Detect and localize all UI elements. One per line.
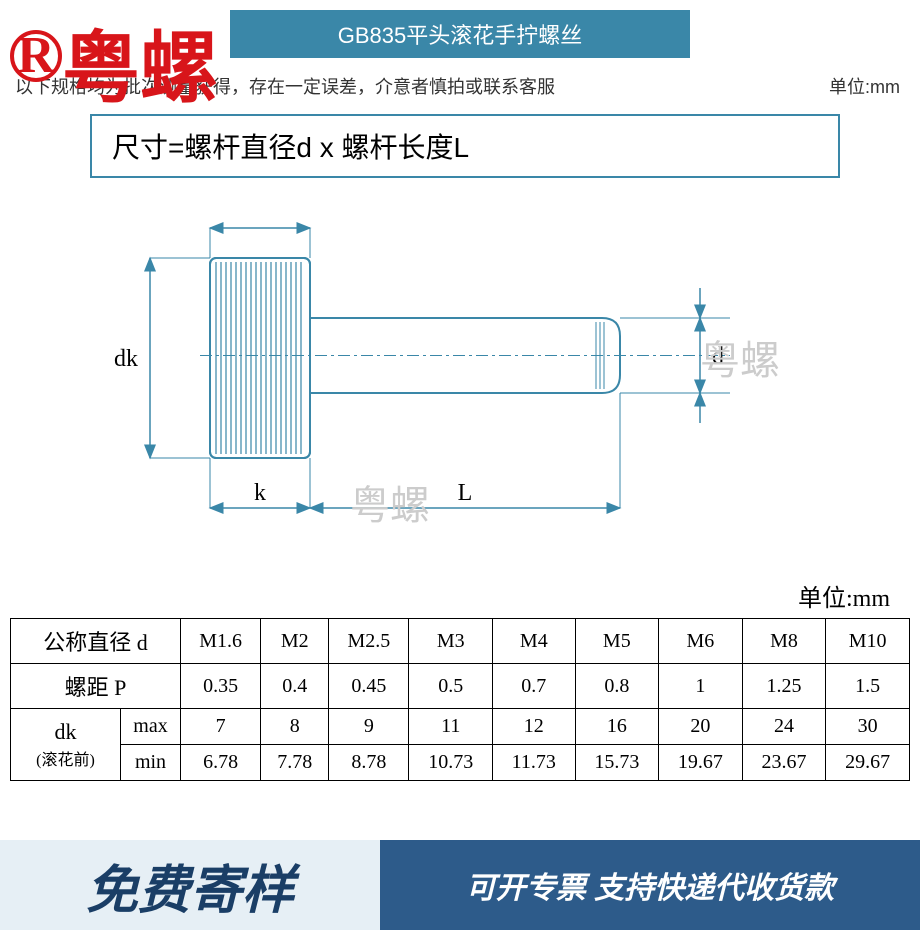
row-sub-min: min xyxy=(121,745,181,781)
watermark: 粤螺 xyxy=(700,328,780,386)
svg-text:L: L xyxy=(458,480,473,506)
row-sub-max: max xyxy=(121,709,181,745)
table-cell: 7.78 xyxy=(261,745,329,781)
table-cell: 10.73 xyxy=(409,745,493,781)
col-header: M5 xyxy=(575,619,659,664)
table-cell: 9 xyxy=(329,709,409,745)
table-cell: 8 xyxy=(261,709,329,745)
col-header: M2.5 xyxy=(329,619,409,664)
diagram-area: dkdkL 粤螺 粤螺 xyxy=(40,198,880,568)
table-cell: 23.67 xyxy=(742,745,826,781)
table-cell: 0.8 xyxy=(575,664,659,709)
header-banner: GB835平头滚花手拧螺丝 xyxy=(230,10,690,58)
col-header: M1.6 xyxy=(181,619,261,664)
watermark: 粤螺 xyxy=(350,473,430,531)
table-cell: 16 xyxy=(575,709,659,745)
row-header-p: 螺距 P xyxy=(11,664,181,709)
table-cell: 1 xyxy=(659,664,743,709)
table-cell: 0.5 xyxy=(409,664,493,709)
footer: 免费寄样 可开专票 支持快递代收货款 xyxy=(0,840,920,930)
table-cell: 6.78 xyxy=(181,745,261,781)
table-cell: 11.73 xyxy=(493,745,575,781)
footer-free-sample: 免费寄样 xyxy=(0,840,380,930)
col-header: M4 xyxy=(493,619,575,664)
col-header: M10 xyxy=(826,619,910,664)
svg-text:dk: dk xyxy=(114,346,138,372)
unit-text: 单位:mm xyxy=(829,73,900,99)
brand-overlay: R粤螺 xyxy=(10,30,218,108)
table-cell: 12 xyxy=(493,709,575,745)
registered-icon: R xyxy=(10,30,62,82)
col-header: M6 xyxy=(659,619,743,664)
table-cell: 11 xyxy=(409,709,493,745)
size-formula-text: 尺寸=螺杆直径d x 螺杆长度L xyxy=(112,132,469,163)
table-cell: 29.67 xyxy=(826,745,910,781)
row-header-dk: dk(滚花前) xyxy=(11,709,121,781)
table-cell: 15.73 xyxy=(575,745,659,781)
footer-services: 可开专票 支持快递代收货款 xyxy=(380,840,920,930)
header-title: GB835平头滚花手拧螺丝 xyxy=(338,23,583,48)
table-cell: 19.67 xyxy=(659,745,743,781)
size-formula-box: 尺寸=螺杆直径d x 螺杆长度L xyxy=(90,114,840,178)
table-cell: 0.7 xyxy=(493,664,575,709)
table-cell: 1.5 xyxy=(826,664,910,709)
table-cell: 0.4 xyxy=(261,664,329,709)
table-cell: 30 xyxy=(826,709,910,745)
unit-label-table: 单位:mm xyxy=(0,578,890,613)
table-cell: 24 xyxy=(742,709,826,745)
table-cell: 0.35 xyxy=(181,664,261,709)
col-header: M3 xyxy=(409,619,493,664)
table-cell: 20 xyxy=(659,709,743,745)
table-cell: 1.25 xyxy=(742,664,826,709)
col-header: M2 xyxy=(261,619,329,664)
row-header-d: 公称直径 d xyxy=(11,619,181,664)
brand-name: 粤螺 xyxy=(62,25,218,112)
svg-text:k: k xyxy=(254,480,266,506)
col-header: M8 xyxy=(742,619,826,664)
table-cell: 7 xyxy=(181,709,261,745)
table-cell: 0.45 xyxy=(329,664,409,709)
table-cell: 8.78 xyxy=(329,745,409,781)
spec-table: 公称直径 dM1.6M2M2.5M3M4M5M6M8M10螺距 P0.350.4… xyxy=(10,618,910,781)
